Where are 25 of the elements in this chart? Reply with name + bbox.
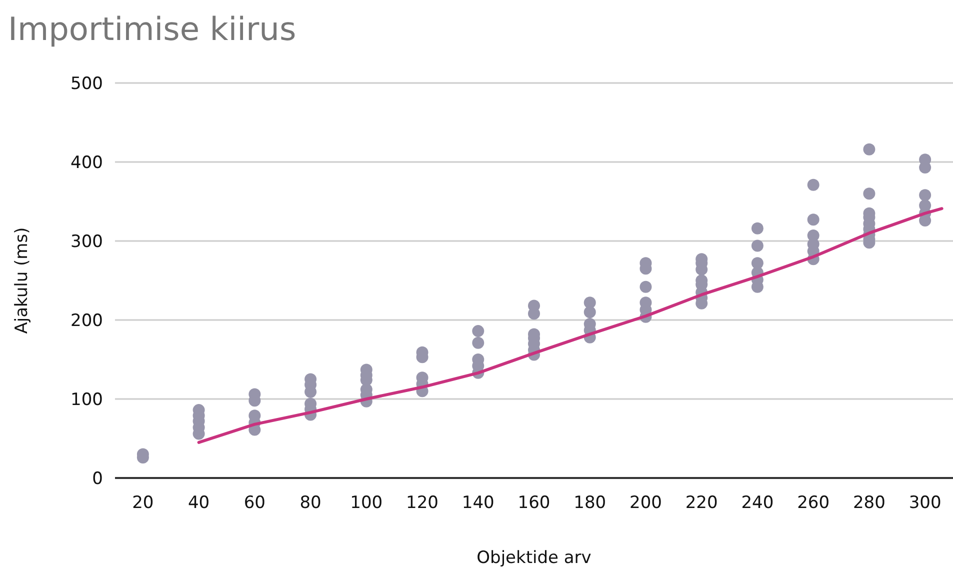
- x-tick-label: 300: [908, 493, 942, 513]
- x-tick-label: 220: [685, 493, 718, 513]
- x-tick-label: 80: [300, 493, 322, 513]
- y-tick-label: 500: [70, 74, 103, 94]
- y-tick-label: 200: [70, 310, 103, 331]
- x-tick-label: 180: [574, 493, 606, 513]
- x-tick-label: 100: [350, 493, 383, 513]
- x-axis-title: Objektide arv: [476, 548, 592, 568]
- x-tick-label: 60: [244, 493, 266, 513]
- y-tick-label: 100: [70, 390, 103, 410]
- x-tick-label: 140: [462, 493, 494, 513]
- x-tick-label: 160: [518, 493, 550, 513]
- y-tick-label: 400: [70, 152, 103, 173]
- x-tick-label: 240: [741, 493, 774, 513]
- x-tick-label: 20: [132, 493, 154, 513]
- chart-title: Importimise kiirus: [8, 10, 296, 48]
- line-series: [197, 207, 944, 444]
- y-tick-label: 300: [70, 232, 103, 252]
- y-tick-label: 0: [92, 468, 103, 489]
- x-tick-label: 120: [406, 493, 438, 513]
- y-axis-title: Ajakulu (ms): [12, 227, 32, 334]
- x-tick-label: 200: [630, 493, 662, 513]
- x-tick-label: 40: [188, 493, 210, 513]
- x-tick-label: 260: [797, 493, 830, 513]
- x-tick-label: 280: [852, 493, 886, 513]
